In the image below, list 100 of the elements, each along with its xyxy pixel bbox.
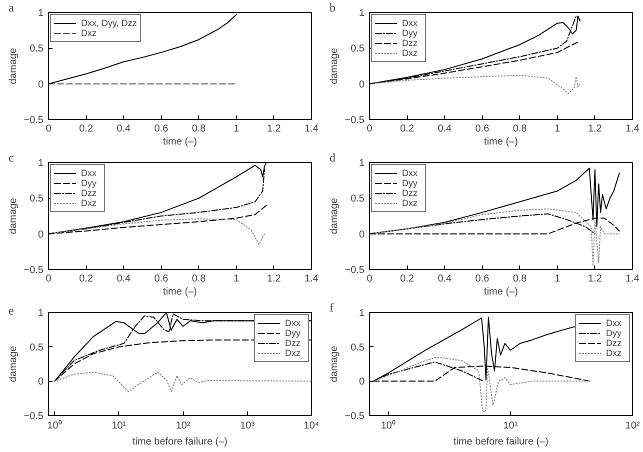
x-tick-label: 10⁰ [47, 420, 62, 432]
chart-title: a [8, 0, 14, 14]
y-tick-label: 0 [358, 376, 365, 388]
y-tick-label: 0 [38, 79, 44, 90]
x-tick-label: 0.6 [154, 274, 169, 284]
x-axis-title: time (–) [163, 136, 197, 148]
y-tick-label: 1 [38, 8, 44, 19]
x-tick-label: 0 [46, 274, 52, 284]
x-tick-label: 0.4 [116, 124, 132, 134]
x-tick-label: 10² [625, 420, 640, 432]
x-tick-label: 0.6 [154, 124, 169, 134]
y-tick-label: −0.5 [24, 411, 44, 422]
legend-label: Dzz [402, 38, 418, 48]
x-tick-label: 0.8 [512, 124, 528, 134]
x-tick-label: 1 [234, 124, 240, 134]
legend-label: Dxz [402, 198, 418, 208]
legend-label: Dyy [402, 28, 418, 38]
y-tick-label: 0.5 [350, 342, 365, 354]
x-tick-label: 0 [366, 124, 373, 134]
x-tick-label: 0.2 [79, 124, 94, 134]
legend-label: Dxx [606, 318, 622, 328]
chart-title: b [330, 0, 336, 14]
legend-label: Dxx [402, 18, 418, 28]
x-tick-label: 1 [554, 124, 561, 134]
y-axis-title: damage [328, 345, 340, 382]
x-tick-label: 0.4 [116, 274, 132, 284]
chart-title: e [8, 304, 14, 318]
x-tick-label: 0.8 [192, 274, 206, 284]
y-tick-label: 1 [38, 158, 44, 169]
y-tick-label: −0.5 [24, 265, 44, 276]
x-tick-label: 1.2 [266, 124, 282, 134]
y-tick-label: 1 [358, 308, 365, 319]
x-tick-label: 0.6 [475, 274, 490, 284]
y-tick-label: 0.5 [350, 194, 365, 205]
x-tick-label: 10¹ [112, 420, 127, 432]
legend-label: Dyy [402, 178, 418, 188]
y-tick-label: 0.5 [350, 44, 365, 55]
x-axis-title: time (–) [484, 286, 518, 298]
x-tick-label: 1.4 [304, 124, 319, 134]
x-tick-label: 0.6 [475, 124, 490, 134]
x-tick-label: 0.4 [438, 124, 452, 134]
x-tick-label: 0.2 [400, 124, 414, 134]
y-tick-label: −0.5 [344, 265, 365, 276]
x-tick-label: 0.2 [79, 274, 94, 284]
x-tick-label: 1.4 [626, 124, 640, 134]
x-axis-title: time before failure (–) [132, 436, 228, 448]
y-tick-label: 0 [358, 229, 365, 240]
y-tick-label: 1 [38, 308, 44, 319]
legend-label: Dxz [402, 48, 418, 58]
y-axis-title: damage [8, 345, 19, 382]
legend-label: Dxx, Dyy, Dzz [81, 18, 137, 28]
x-axis-title: time before failure (–) [453, 436, 549, 448]
x-tick-label: 0 [46, 124, 52, 134]
x-tick-label: 10¹ [503, 420, 518, 432]
x-tick-label: 0.8 [192, 124, 206, 134]
chart-title: d [330, 150, 336, 164]
x-tick-label: 1.2 [588, 124, 602, 134]
y-tick-label: −0.5 [344, 115, 365, 126]
y-tick-label: 0.5 [30, 194, 44, 205]
legend-label: Dxx [402, 168, 418, 178]
chart-title: f [330, 300, 334, 314]
y-tick-label: −0.5 [24, 115, 44, 126]
y-axis-title: damage [8, 47, 19, 84]
y-axis-title: damage [328, 47, 340, 84]
x-tick-label: 10² [176, 420, 192, 432]
legend-label: Dzz [606, 338, 622, 348]
x-tick-label: 1 [554, 274, 561, 284]
y-tick-label: −0.5 [344, 411, 365, 422]
legend-label: Dxz [606, 348, 622, 358]
chart-title: c [8, 150, 14, 164]
x-tick-label: 1.2 [266, 274, 282, 284]
x-tick-label: 1.2 [588, 274, 602, 284]
x-tick-label: 1.4 [304, 274, 319, 284]
y-axis-title: damage [328, 197, 340, 234]
y-tick-label: 0 [38, 229, 44, 240]
x-tick-label: 10³ [240, 420, 256, 432]
legend-label: Dxx [285, 318, 302, 328]
legend-label: Dxz [285, 348, 302, 358]
legend-label: Dxz [81, 198, 98, 208]
legend-label: Dxx [81, 168, 98, 178]
legend-label: Dzz [402, 188, 418, 198]
legend-label: Dzz [81, 188, 98, 198]
y-axis-title: damage [8, 197, 19, 234]
legend-label: Dxz [81, 28, 98, 38]
legend-label: Dyy [285, 328, 302, 338]
y-tick-label: 0 [358, 79, 365, 90]
x-tick-label: 0 [366, 274, 373, 284]
x-tick-label: 1.4 [626, 274, 640, 284]
legend-label: Dyy [606, 328, 622, 338]
x-tick-label: 10⁰ [380, 420, 396, 432]
legend-label: Dzz [285, 338, 302, 348]
legend-label: Dyy [81, 178, 98, 188]
y-tick-label: 0.5 [30, 44, 44, 55]
x-axis-title: time (–) [484, 136, 518, 148]
x-tick-label: 0.8 [512, 274, 528, 284]
y-tick-label: 1 [358, 158, 365, 169]
x-axis-title: time (–) [163, 286, 197, 298]
y-tick-label: 1 [358, 8, 365, 19]
x-tick-label: 0.2 [400, 274, 414, 284]
x-tick-label: 0.4 [438, 274, 452, 284]
